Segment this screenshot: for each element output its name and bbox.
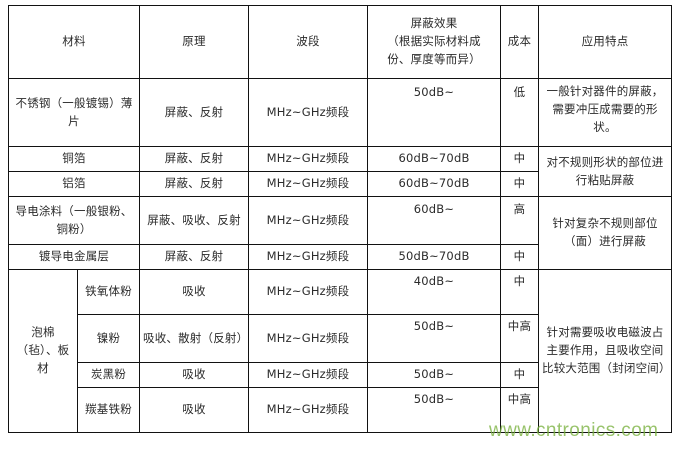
cell-application: 对不规则形状的部位进行粘贴屏蔽 — [538, 146, 672, 197]
cell-shielding-effect: 50dB~70dB — [367, 244, 501, 270]
cell-material: 导电涂料（一般银粉、铜粉） — [8, 196, 140, 245]
cell-principle: 屏蔽、吸收、反射 — [139, 196, 249, 245]
emi-shielding-material-table: 材料 原理 波段 屏蔽效果 （根据实际材料成 份、厚度等而异） 成本 应用特点 … — [8, 5, 672, 433]
cell-shielding-effect: 50dB~ — [367, 314, 501, 363]
shielding-effect-line-3: 份、厚度等而异） — [387, 51, 481, 66]
cell-sub-material: 炭黑粉 — [77, 362, 140, 388]
column-header-application: 应用特点 — [538, 5, 672, 79]
cell-application: 针对复杂不规则部位（面）进行屏蔽 — [538, 196, 672, 270]
cell-shielding-effect: 60dB~70dB — [367, 171, 501, 197]
table-row: 泡棉（毡）、板材 铁氧体粉 吸收 MHz~GHz频段 40dB~ 中 针对需要吸… — [8, 269, 672, 433]
cell-cost: 高 — [500, 196, 539, 245]
cell-sub-material: 铁氧体粉 — [77, 269, 140, 315]
cell-band: MHz~GHz频段 — [248, 269, 368, 315]
cell-principle: 屏蔽、反射 — [139, 146, 249, 172]
cell-cost: 中 — [500, 362, 539, 388]
cell-material: 铝箔 — [8, 171, 140, 197]
cell-band: MHz~GHz频段 — [248, 196, 368, 245]
cell-principle: 屏蔽、反射 — [139, 78, 249, 147]
cell-sub-material: 羰基铁粉 — [77, 387, 140, 433]
table-row: 铜箔 屏蔽、反射 MHz~GHz频段 60dB~70dB 中 对不规则形状的部位… — [8, 146, 672, 197]
table-header-row: 材料 原理 波段 屏蔽效果 （根据实际材料成 份、厚度等而异） 成本 应用特点 — [8, 5, 672, 79]
cell-band: MHz~GHz频段 — [248, 146, 368, 172]
cell-application: 一般针对器件的屏蔽，需要冲压成需要的形状。 — [538, 78, 672, 147]
table-row: 不锈钢（一般镀锡）薄片 屏蔽、反射 MHz~GHz频段 50dB~ 低 一般针对… — [8, 78, 672, 147]
cell-cost: 中高 — [500, 314, 539, 363]
cell-shielding-effect: 50dB~ — [367, 362, 501, 388]
table-row: 炭黑粉 吸收 MHz~GHz频段 50dB~ 中 — [9, 362, 672, 388]
cell-band: MHz~GHz频段 — [248, 314, 368, 363]
cell-shielding-effect: 60dB~70dB — [367, 146, 501, 172]
shielding-effect-line-1: 屏蔽效果 — [410, 16, 458, 31]
cell-principle: 屏蔽、反射 — [139, 244, 249, 270]
cell-cost: 低 — [500, 78, 539, 147]
cell-principle: 吸收 — [139, 387, 249, 433]
cell-application: 针对需要吸收电磁波占主要作用，且吸收空间比较大范围（封闭空间） — [538, 269, 672, 433]
cell-principle: 吸收、散射（反射） — [139, 314, 249, 363]
cell-material: 镀导电金属层 — [8, 244, 140, 270]
cell-band: MHz~GHz频段 — [248, 387, 368, 433]
column-header-principle: 原理 — [139, 5, 249, 79]
table-row: 镀导电金属层 屏蔽、反射 MHz~GHz频段 50dB~70dB 中 — [8, 244, 672, 270]
column-header-band: 波段 — [248, 5, 368, 79]
cell-principle: 吸收 — [139, 269, 249, 315]
cell-cost: 中 — [500, 269, 539, 315]
shielding-effect-line-2: （根据实际材料成 — [387, 34, 481, 49]
cell-principle: 吸收 — [139, 362, 249, 388]
cell-band: MHz~GHz频段 — [248, 78, 368, 147]
cell-material: 不锈钢（一般镀锡）薄片 — [8, 78, 140, 147]
cell-shielding-effect: 50dB~ — [367, 78, 501, 147]
cell-shielding-effect: 40dB~ — [367, 269, 501, 315]
table-row: 铝箔 屏蔽、反射 MHz~GHz频段 60dB~70dB 中 — [8, 171, 672, 197]
cell-principle: 屏蔽、反射 — [139, 171, 249, 197]
cell-shielding-effect: 60dB~ — [367, 196, 501, 245]
cell-cost: 中 — [500, 171, 539, 197]
cell-shielding-effect: 50dB~ — [367, 387, 501, 433]
cell-band: MHz~GHz频段 — [248, 244, 368, 270]
cell-sub-material: 镍粉 — [77, 314, 140, 363]
cell-material-group: 泡棉（毡）、板材 — [8, 269, 78, 433]
cell-band: MHz~GHz频段 — [248, 171, 368, 197]
table-row: 导电涂料（一般银粉、铜粉） 屏蔽、吸收、反射 MHz~GHz频段 60dB~ 高… — [8, 196, 672, 270]
cell-cost: 中 — [500, 146, 539, 172]
table-row: 羰基铁粉 吸收 MHz~GHz频段 50dB~ 中高 — [9, 387, 672, 433]
column-header-material: 材料 — [8, 5, 140, 79]
cell-band: MHz~GHz频段 — [248, 362, 368, 388]
column-header-cost: 成本 — [500, 5, 539, 79]
cell-material: 铜箔 — [8, 146, 140, 172]
cell-cost: 中 — [500, 244, 539, 270]
cell-cost: 中高 — [500, 387, 539, 433]
table-row: 镍粉 吸收、散射（反射） MHz~GHz频段 50dB~ 中高 — [9, 314, 672, 363]
column-header-shielding-effect: 屏蔽效果 （根据实际材料成 份、厚度等而异） — [367, 5, 501, 79]
